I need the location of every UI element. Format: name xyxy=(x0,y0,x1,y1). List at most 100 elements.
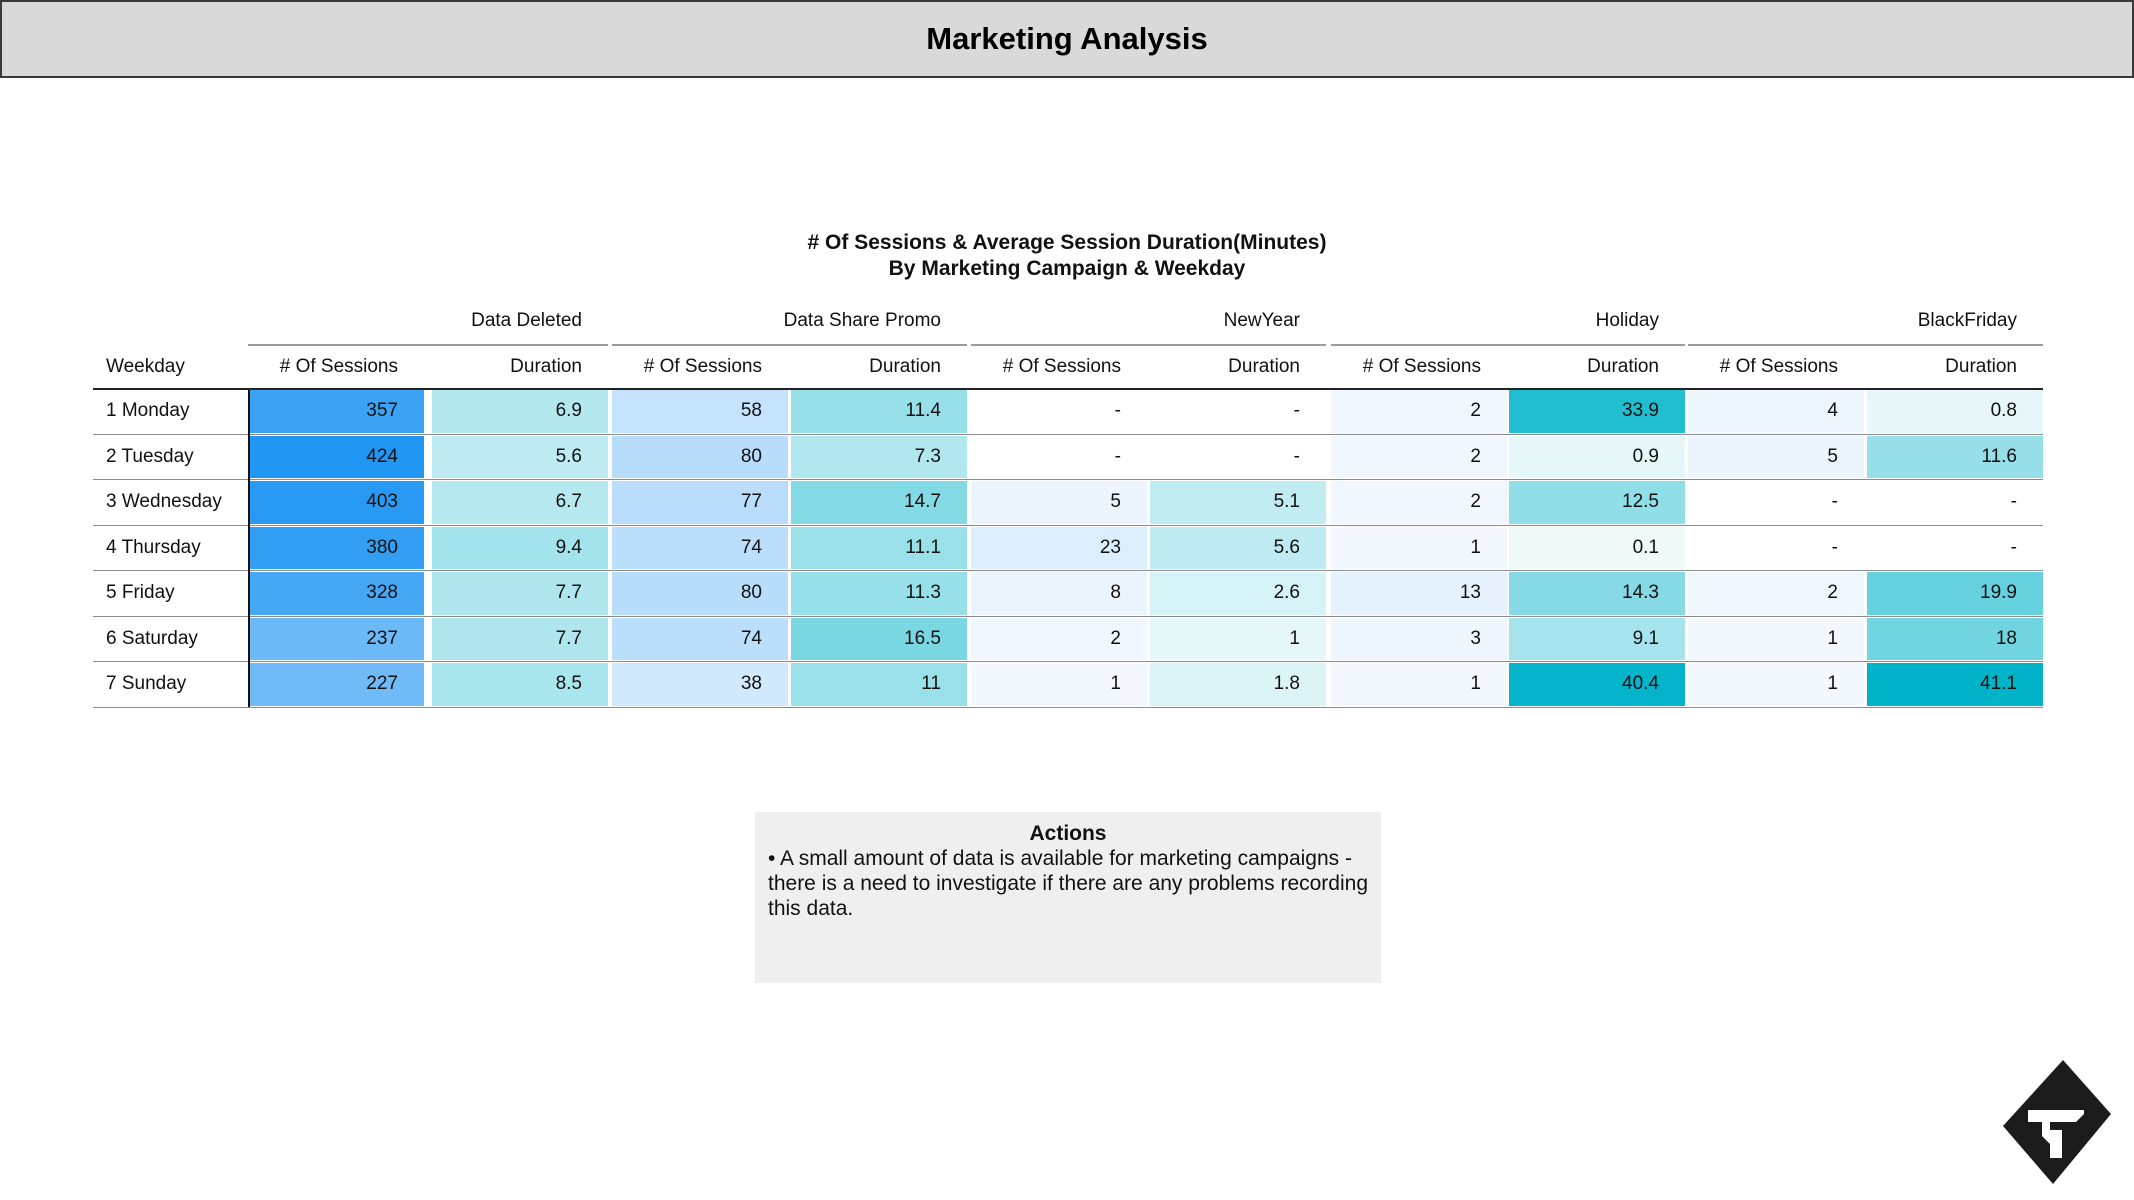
table-cell: - xyxy=(1150,435,1326,478)
campaign-header-holiday: Holiday xyxy=(1595,310,1659,331)
row-separator xyxy=(93,706,2043,708)
table-cell: 1 xyxy=(1150,617,1326,660)
table-cell: 77 xyxy=(612,481,788,524)
row-label-7-sunday: 7 Sunday xyxy=(106,673,187,694)
table-cell: 424 xyxy=(250,435,424,478)
table-cell: 80 xyxy=(612,572,788,615)
table-cell: 8 xyxy=(971,572,1147,615)
table-cell: 11.6 xyxy=(1867,435,2043,478)
row-separator xyxy=(93,524,2043,526)
table-cell: - xyxy=(971,435,1147,478)
table-cell: 7.3 xyxy=(791,435,967,478)
row-separator xyxy=(93,615,2043,617)
table-cell: 38 xyxy=(612,663,788,706)
actions-text: • A small amount of data is available fo… xyxy=(768,847,1369,920)
campaign-header-data-share-promo: Data Share Promo xyxy=(783,310,941,331)
row-label-4-thursday: 4 Thursday xyxy=(106,536,201,558)
table-cell: 33.9 xyxy=(1509,390,1685,433)
chart-title-line-2: By Marketing Campaign & Weekday xyxy=(888,257,1246,280)
row-separator xyxy=(93,661,2043,662)
table-cell: 12.5 xyxy=(1509,481,1685,524)
row-separator xyxy=(93,570,2043,571)
row-separator xyxy=(93,433,2043,435)
column-header-of-sessions: # Of Sessions xyxy=(643,356,762,377)
table-cell: 1 xyxy=(1331,663,1507,706)
table-cell: 14.3 xyxy=(1509,572,1685,615)
table-cell: 7.7 xyxy=(432,617,608,660)
table-cell: 227 xyxy=(250,663,424,706)
campaign-header-line xyxy=(248,344,608,346)
table-cell: 5 xyxy=(1688,435,1864,478)
table-cell: 11.4 xyxy=(791,390,967,433)
table-cell: 58 xyxy=(612,390,788,433)
column-header-duration: Duration xyxy=(510,356,582,377)
row-label-2-tuesday: 2 Tuesday xyxy=(106,445,194,467)
row-label-6-saturday: 6 Saturday xyxy=(106,627,198,649)
column-header-duration: Duration xyxy=(1945,356,2017,377)
column-header-weekday: Weekday xyxy=(106,356,185,377)
table-cell: 14.7 xyxy=(791,481,967,524)
column-header-of-sessions: # Of Sessions xyxy=(279,356,398,377)
table-cell: - xyxy=(1867,481,2043,524)
table-cell: 4 xyxy=(1688,390,1864,433)
table-cell: 5.1 xyxy=(1150,481,1326,524)
table-cell: 1.8 xyxy=(1150,663,1326,706)
row-label-3-wednesday: 3 Wednesday xyxy=(106,491,222,512)
table-cell: 23 xyxy=(971,526,1147,569)
page-header: Marketing Analysis xyxy=(0,0,2134,78)
table-cell: 0.8 xyxy=(1867,390,2043,433)
table-cell: 5 xyxy=(971,481,1147,524)
campaign-header-line xyxy=(612,344,967,346)
column-header-of-sessions: # Of Sessions xyxy=(1002,356,1121,377)
table-cell: 380 xyxy=(250,526,424,569)
table-cell: 11 xyxy=(791,663,967,706)
table-cell: 0.9 xyxy=(1509,435,1685,478)
row-header-divider xyxy=(248,390,250,707)
table-cell: 1 xyxy=(1331,526,1507,569)
table-cell: 7.7 xyxy=(432,572,608,615)
table-cell: - xyxy=(971,390,1147,433)
campaign-header-line xyxy=(971,344,1326,346)
column-header-duration: Duration xyxy=(1587,356,1659,377)
table-cell: 1 xyxy=(971,663,1147,706)
table-cell: 13 xyxy=(1331,572,1507,615)
table-cell: 8.5 xyxy=(432,663,608,706)
campaign-header-data-deleted: Data Deleted xyxy=(471,310,582,331)
table-cell: 80 xyxy=(612,435,788,478)
table-cell: 2.6 xyxy=(1150,572,1326,615)
column-header-of-sessions: # Of Sessions xyxy=(1362,356,1481,377)
table-cell: 237 xyxy=(250,617,424,660)
actions-title: Actions xyxy=(1029,822,1107,845)
table-cell: 74 xyxy=(612,617,788,660)
table-cell: 18 xyxy=(1867,617,2043,660)
table-cell: - xyxy=(1867,526,2043,569)
column-header-duration: Duration xyxy=(1228,356,1300,377)
table-cell: 1 xyxy=(1688,663,1864,706)
table-cell: 5.6 xyxy=(1150,526,1326,569)
table-cell: 2 xyxy=(1688,572,1864,615)
campaign-header-line xyxy=(1688,344,2043,346)
table-cell: 6.9 xyxy=(432,390,608,433)
page-title: Marketing Analysis xyxy=(926,21,1208,56)
row-separator xyxy=(93,479,2043,480)
table-cell: 403 xyxy=(250,481,424,524)
actions-box: Actions • A small amount of data is avai… xyxy=(755,812,1381,983)
chart-title: # Of Sessions & Average Session Duration… xyxy=(0,230,2134,282)
campaign-header-blackfriday: BlackFriday xyxy=(1917,310,2017,331)
campaign-header-newyear: NewYear xyxy=(1223,310,1300,331)
table-cell: 16.5 xyxy=(791,617,967,660)
table-cell: 74 xyxy=(612,526,788,569)
table-cell: 41.1 xyxy=(1867,663,2043,706)
row-label-1-monday: 1 Monday xyxy=(106,400,190,421)
table-cell: 2 xyxy=(1331,390,1507,433)
table-cell: 9.1 xyxy=(1509,617,1685,660)
table-cell: 0.1 xyxy=(1509,526,1685,569)
table-cell: 3 xyxy=(1331,617,1507,660)
table-cell: 328 xyxy=(250,572,424,615)
table-cell: 357 xyxy=(250,390,424,433)
column-header-duration: Duration xyxy=(869,356,941,377)
chart-title-line-1: # Of Sessions & Average Session Duration… xyxy=(807,231,1327,254)
campaign-header-line xyxy=(1331,344,1685,346)
table-cell: 6.7 xyxy=(432,481,608,524)
header-rule xyxy=(93,388,2043,390)
